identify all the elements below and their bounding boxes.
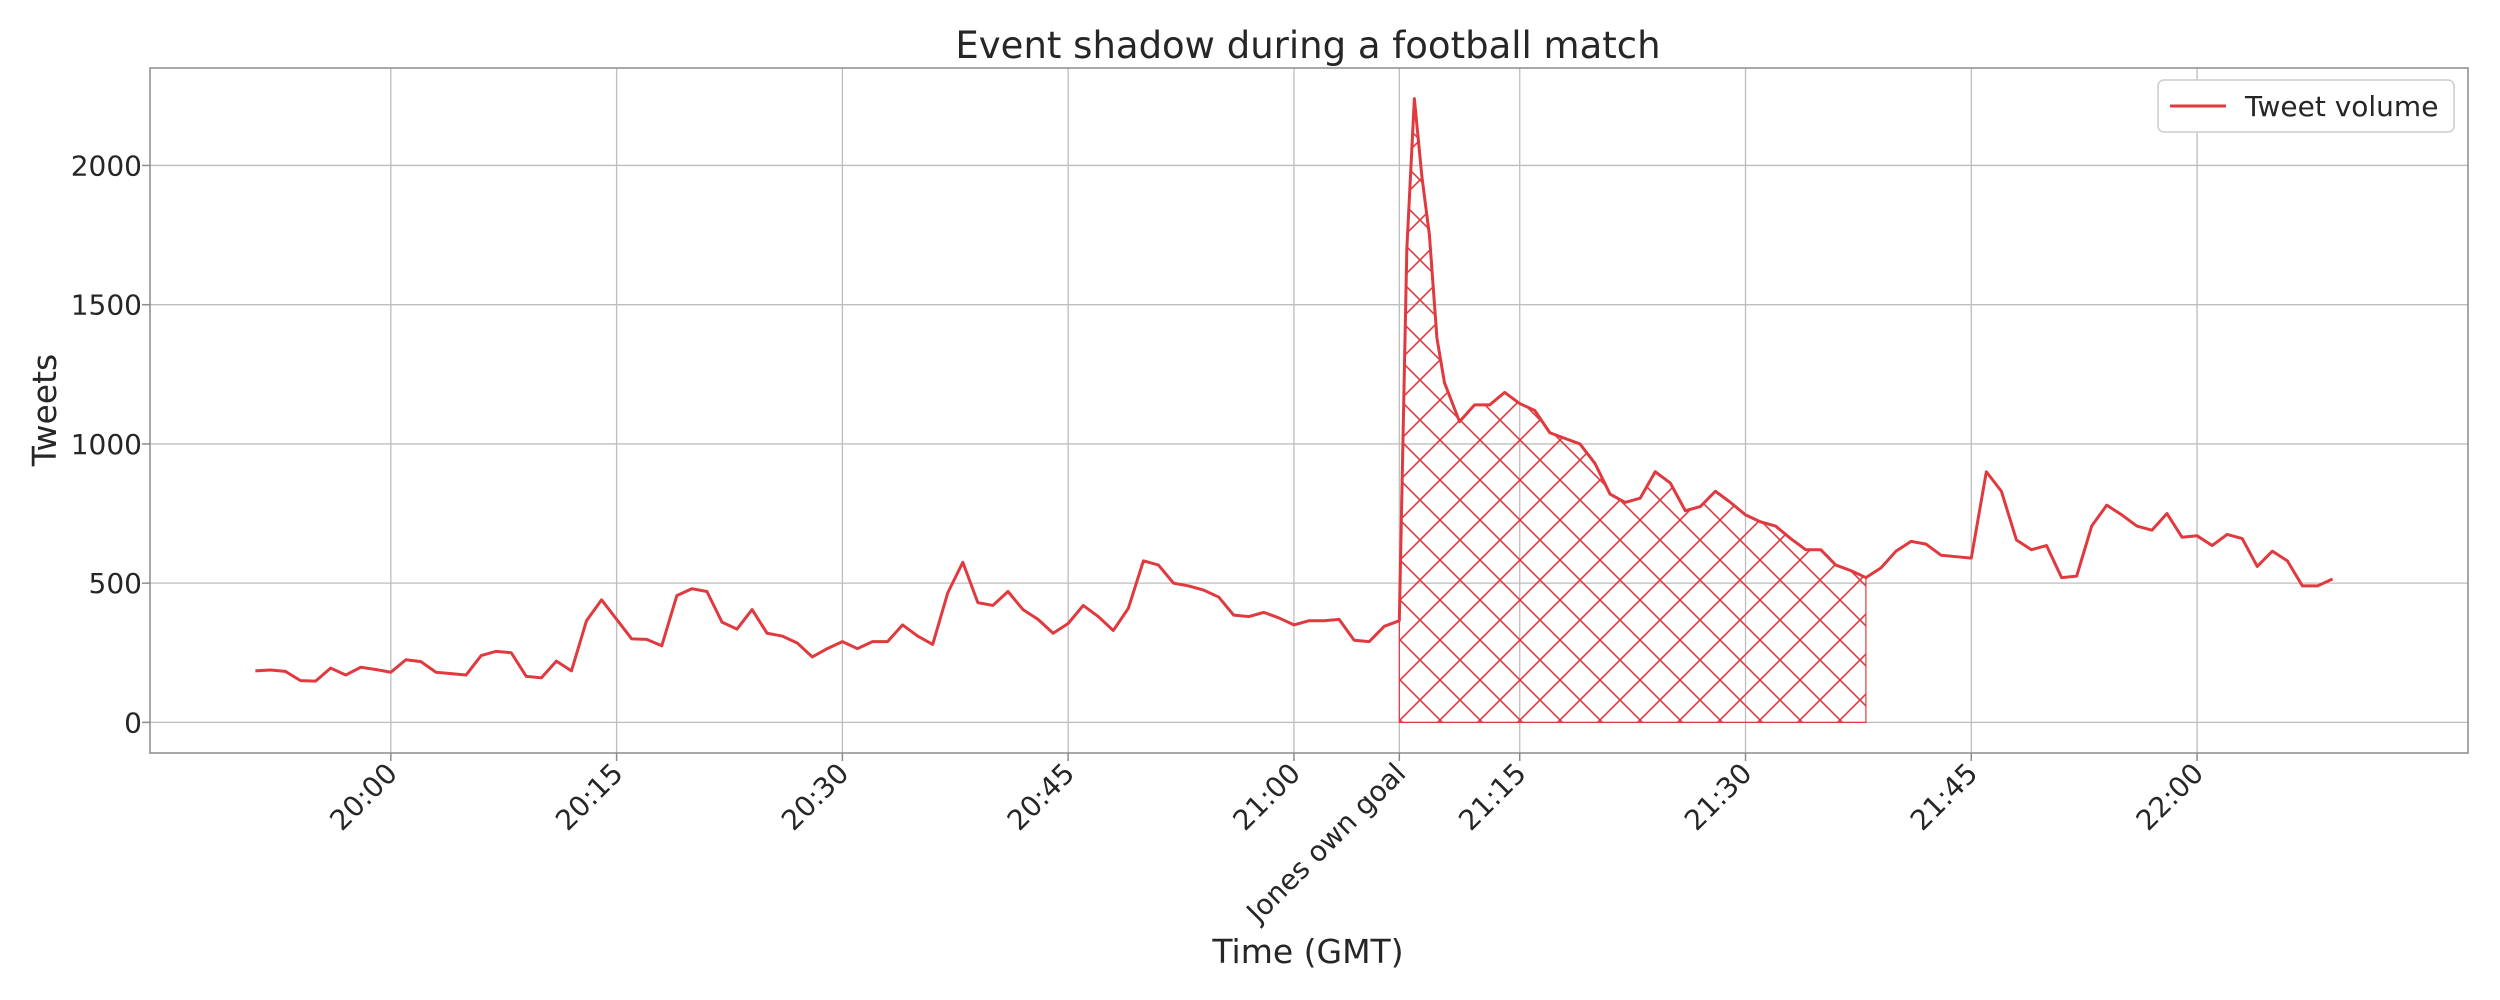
x-tick-label: 20:30 [775, 757, 855, 837]
x-tick-label: 21:30 [1678, 757, 1758, 837]
x-tick-label: 21:45 [1904, 757, 1984, 837]
y-axis: 0 500 1000 1500 2000 [71, 149, 150, 739]
y-tick-label: 0 [124, 706, 142, 739]
legend-box [2157, 79, 2455, 133]
x-tick-label: 21:15 [1452, 757, 1532, 837]
x-tick-label: 20:15 [549, 757, 629, 837]
series-line-tweet-volume [255, 97, 2334, 683]
legend: Tweet volume [2157, 79, 2455, 133]
y-tick-label: 1000 [71, 428, 142, 461]
legend-label: Tweet volume [2244, 90, 2438, 123]
y-tick-label: 1500 [71, 289, 142, 322]
y-tick-label: 2000 [71, 149, 142, 182]
x-axis-label: Time (GMT) [1211, 932, 1403, 971]
plot-frame [149, 67, 2469, 754]
x-tick-label: 20:45 [1001, 757, 1081, 837]
x-tick-label: 22:00 [2130, 757, 2210, 837]
series-line-group [255, 0, 2363, 683]
y-axis-label: Tweets [25, 354, 64, 467]
x-tick-label: 20:00 [323, 757, 403, 837]
x-tick-label: 21:00 [1226, 757, 1306, 837]
chart-title: Event shadow during a football match [955, 24, 1660, 67]
gridlines [150, 68, 2468, 753]
y-tick-label: 500 [89, 567, 142, 600]
